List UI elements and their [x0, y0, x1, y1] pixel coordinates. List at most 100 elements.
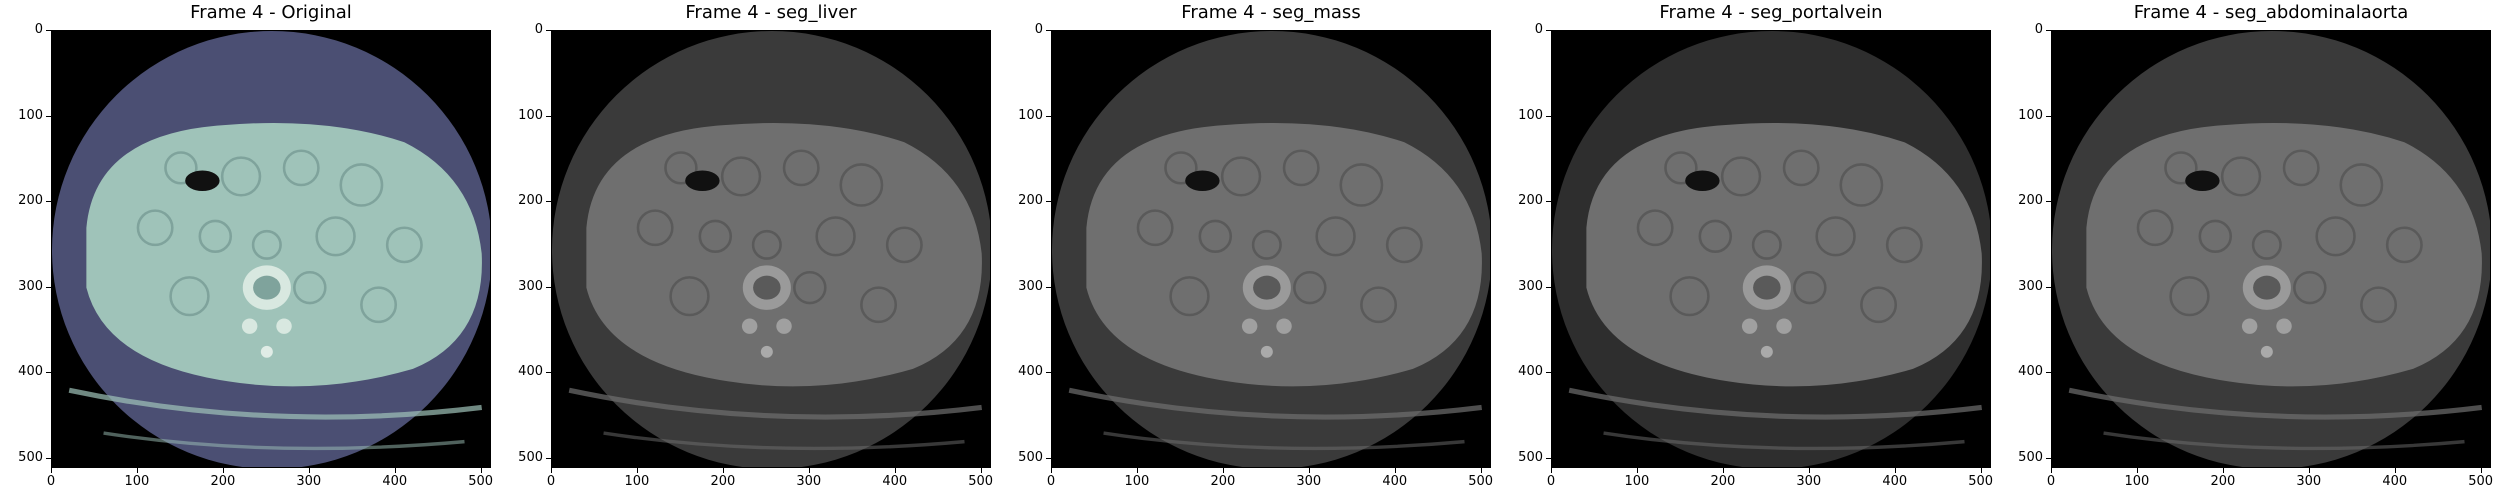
x-tick-label: 300	[2296, 474, 2322, 489]
x-tick-mark	[480, 468, 482, 473]
panel-title: Frame 4 - seg_portalvein	[1659, 2, 1883, 23]
y-tick-label: 0	[2034, 22, 2043, 37]
y-tick-mark	[1546, 115, 1551, 117]
y-tick-label: 100	[518, 107, 543, 123]
ct-scan-image	[1552, 31, 1990, 467]
x-tick-label: 300	[296, 474, 322, 489]
ct-scan-image	[1052, 31, 1490, 467]
y-tick-mark	[46, 457, 51, 459]
x-tick-mark	[394, 468, 396, 473]
y-tick-label: 300	[518, 278, 543, 294]
y-tick-label: 300	[1018, 278, 1043, 294]
x-tick-label: 300	[1796, 474, 1822, 489]
x-tick-label: 400	[1882, 474, 1908, 489]
image-axes	[1051, 30, 1491, 468]
x-tick-mark	[136, 468, 138, 473]
y-tick-mark	[46, 372, 51, 374]
y-tick-mark	[1546, 30, 1551, 31]
x-tick-mark	[1894, 468, 1896, 473]
x-tick-mark	[222, 468, 224, 473]
image-panel: Frame 4 - Original 0 100 200 300 400 500 0 100 20…	[0, 0, 493, 500]
x-tick-label: 500	[468, 474, 494, 489]
y-tick-label: 0	[1534, 22, 1543, 37]
image-axes	[1551, 30, 1991, 468]
y-tick-label: 500	[1018, 449, 1043, 465]
x-tick-mark	[2308, 468, 2310, 473]
y-tick-mark	[546, 30, 551, 31]
x-tick-mark	[1551, 468, 1552, 473]
x-tick-mark	[308, 468, 310, 473]
y-tick-mark	[1046, 457, 1051, 459]
y-tick-label: 300	[2018, 278, 2043, 294]
x-tick-label: 0	[1546, 474, 1556, 489]
panel-title: Frame 4 - Original	[190, 2, 352, 23]
image-panel: Frame 4 - seg_liver 0 100 200 300 400 500 0 100 2…	[500, 0, 993, 500]
x-tick-label: 400	[382, 474, 408, 489]
panel-title: Frame 4 - seg_liver	[685, 2, 857, 23]
x-tick-mark	[1394, 468, 1396, 473]
x-tick-label: 200	[210, 474, 236, 489]
y-tick-label: 500	[518, 449, 543, 465]
x-tick-mark	[1308, 468, 1310, 473]
y-tick-label: 200	[1518, 193, 1543, 209]
y-tick-label: 400	[1518, 364, 1543, 380]
x-tick-label: 100	[124, 474, 150, 489]
image-panel: Frame 4 - seg_abdominalaorta 0 100 200 300 40…	[2000, 0, 2493, 500]
x-tick-label: 500	[968, 474, 994, 489]
y-tick-label: 400	[18, 364, 43, 380]
x-tick-label: 400	[2382, 474, 2408, 489]
y-tick-mark	[546, 286, 551, 288]
y-tick-mark	[546, 115, 551, 117]
x-tick-mark	[2480, 468, 2482, 473]
y-tick-label: 100	[1518, 107, 1543, 123]
y-tick-mark	[1046, 30, 1051, 31]
y-tick-mark	[46, 115, 51, 117]
y-tick-label: 100	[2018, 107, 2043, 123]
x-tick-label: 0	[46, 474, 56, 489]
y-tick-label: 400	[1018, 364, 1043, 380]
x-tick-label: 200	[2210, 474, 2236, 489]
x-tick-mark	[1136, 468, 1138, 473]
y-tick-mark	[546, 201, 551, 203]
x-tick-label: 500	[1468, 474, 1494, 489]
y-tick-label: 0	[1034, 22, 1043, 37]
image-panel: Frame 4 - seg_portalvein 0 100 200 300 400 500…	[1500, 0, 1993, 500]
image-axes	[51, 30, 491, 468]
x-tick-label: 100	[1124, 474, 1150, 489]
y-tick-mark	[1046, 115, 1051, 117]
y-tick-label: 200	[18, 193, 43, 209]
x-tick-mark	[636, 468, 638, 473]
y-tick-label: 300	[18, 278, 43, 294]
x-tick-label: 0	[1046, 474, 1056, 489]
y-tick-mark	[1046, 286, 1051, 288]
x-tick-mark	[2051, 468, 2052, 473]
y-tick-label: 200	[1018, 193, 1043, 209]
y-tick-mark	[546, 457, 551, 459]
x-tick-mark	[1636, 468, 1638, 473]
y-tick-label: 500	[1518, 449, 1543, 465]
x-tick-mark	[1480, 468, 1482, 473]
y-tick-mark	[546, 372, 551, 374]
y-tick-mark	[46, 286, 51, 288]
y-tick-label: 500	[2018, 449, 2043, 465]
x-tick-label: 300	[796, 474, 822, 489]
x-tick-label: 400	[882, 474, 908, 489]
y-tick-label: 0	[534, 22, 543, 37]
y-tick-mark	[2046, 30, 2051, 31]
x-tick-label: 200	[710, 474, 736, 489]
x-tick-mark	[1222, 468, 1224, 473]
x-tick-mark	[722, 468, 724, 473]
y-tick-mark	[46, 30, 51, 31]
y-tick-mark	[2046, 201, 2051, 203]
x-tick-mark	[1722, 468, 1724, 473]
x-tick-mark	[1980, 468, 1982, 473]
x-tick-label: 0	[2046, 474, 2056, 489]
x-tick-label: 200	[1710, 474, 1736, 489]
x-tick-label: 0	[546, 474, 556, 489]
x-tick-mark	[1051, 468, 1052, 473]
y-tick-mark	[1546, 201, 1551, 203]
x-tick-mark	[2222, 468, 2224, 473]
y-tick-mark	[2046, 115, 2051, 117]
panel-title: Frame 4 - seg_abdominalaorta	[2133, 2, 2409, 23]
panel-title: Frame 4 - seg_mass	[1181, 2, 1361, 23]
